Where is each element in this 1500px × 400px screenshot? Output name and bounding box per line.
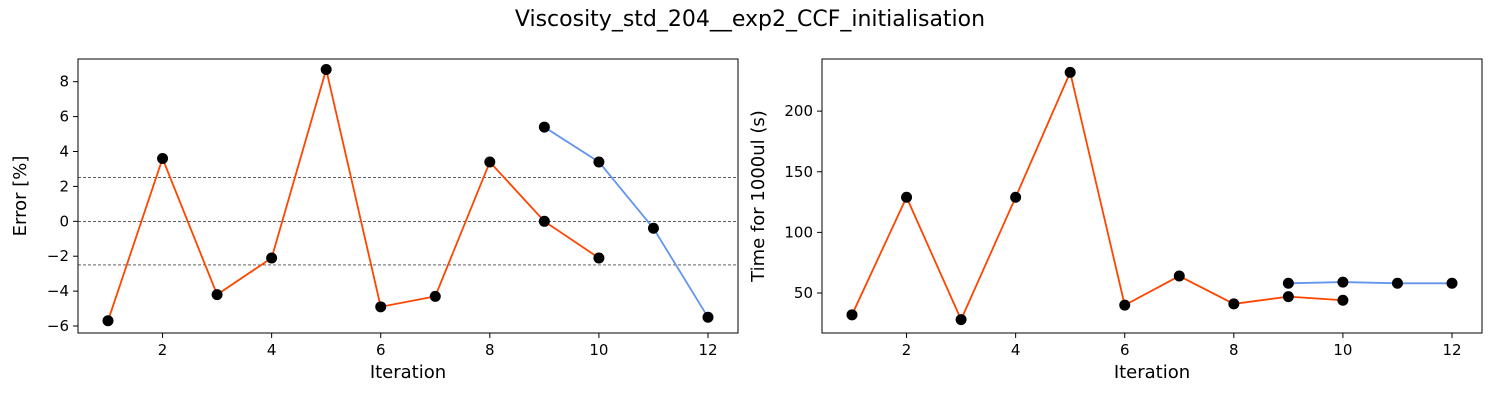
x-axis-label: Iteration <box>370 362 446 383</box>
y-tick-label: 0 <box>59 212 69 230</box>
y-tick-label: 8 <box>59 73 69 91</box>
x-tick-label: 10 <box>589 341 608 359</box>
y-tick-label: −4 <box>47 282 69 300</box>
x-tick-label: 12 <box>1442 341 1461 359</box>
data-point <box>375 301 387 313</box>
data-point <box>538 215 550 227</box>
data-point <box>1282 277 1294 289</box>
y-tick-label: 50 <box>794 284 813 302</box>
figure-title: Viscosity_std_204__exp2_CCF_initialisati… <box>515 7 985 32</box>
data-point <box>901 191 913 203</box>
y-tick-label: 150 <box>784 163 813 181</box>
time-subplot: 2 4 6 8 10 12 50 100 150 200 Iteration Time for 100… <box>748 58 1483 383</box>
y-tick-label: 4 <box>59 142 69 160</box>
y-tick-label: 6 <box>59 108 69 126</box>
x-tick-label: 6 <box>376 341 386 359</box>
data-point <box>647 222 659 234</box>
error-subplot: 2 4 6 8 10 12 −6 −4 −2 0 2 4 6 8 Iteration Error [%] <box>10 58 739 383</box>
series-line <box>851 69 1343 322</box>
y-axis-label: Time for 1000ul (s) <box>748 110 769 283</box>
data-point <box>320 63 332 75</box>
x-tick-label: 8 <box>1229 341 1239 359</box>
data-point <box>102 315 114 327</box>
data-point <box>1446 277 1458 289</box>
data-point <box>266 252 278 264</box>
series-line <box>1288 281 1452 285</box>
axes-frame <box>77 58 739 334</box>
data-point <box>1119 299 1131 311</box>
x-tick-label: 8 <box>485 341 495 359</box>
series-line <box>107 65 600 322</box>
x-tick-label: 4 <box>1011 341 1021 359</box>
data-point <box>593 156 605 168</box>
data-point <box>1228 298 1240 310</box>
data-point <box>702 311 714 323</box>
x-tick-label: 12 <box>698 341 717 359</box>
data-point <box>1337 276 1349 288</box>
y-axis-label: Error [%] <box>10 156 31 237</box>
x-tick-label: 10 <box>1333 341 1352 359</box>
data-point <box>593 252 605 264</box>
data-point <box>1173 270 1185 282</box>
series-line <box>543 126 709 318</box>
data-point <box>538 121 550 133</box>
x-tick-label: 6 <box>1120 341 1130 359</box>
data-point <box>1337 294 1349 306</box>
data-point <box>429 290 441 302</box>
x-tick-label: 4 <box>267 341 277 359</box>
axes-frame <box>821 58 1483 334</box>
y-tick-label: 200 <box>784 102 813 120</box>
x-axis-label: Iteration <box>1114 362 1190 383</box>
y-tick-label: −2 <box>47 247 69 265</box>
data-point <box>1010 191 1022 203</box>
y-tick-label: 2 <box>59 177 69 195</box>
y-tick-label: 100 <box>784 223 813 241</box>
data-point <box>1064 66 1076 78</box>
data-point <box>1391 277 1403 289</box>
data-point <box>846 309 858 321</box>
y-tick-label: −6 <box>47 317 69 335</box>
data-point <box>1282 291 1294 303</box>
x-tick-label: 2 <box>902 341 912 359</box>
data-point <box>484 156 496 168</box>
data-point <box>211 289 223 301</box>
x-tick-label: 2 <box>158 341 168 359</box>
data-point <box>157 152 169 164</box>
data-point <box>955 314 967 326</box>
